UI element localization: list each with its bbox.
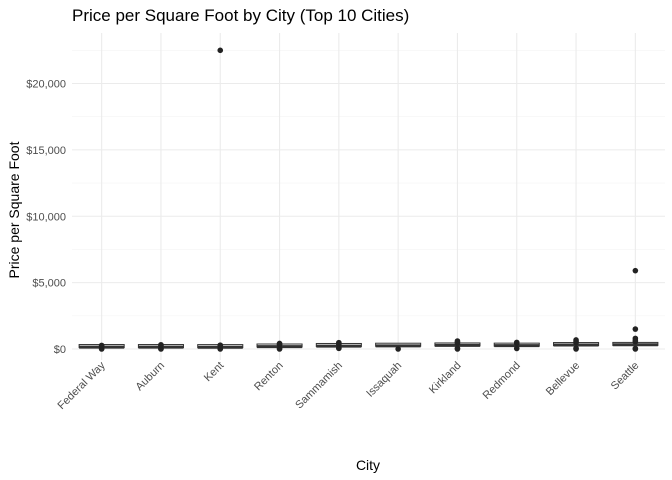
box-issaquah [375,342,422,352]
outlier-point [513,345,520,352]
y-tick-label: $10,000 [26,211,66,223]
x-tick-label: Sammamish [293,360,345,412]
box-kent [197,47,244,352]
x-tick-label: Auburn [133,360,167,394]
box-redmond [493,339,540,352]
outlier-point [513,339,520,346]
outlier-point [632,326,639,332]
box-seattle [612,267,659,352]
grid [72,33,665,360]
y-tick-label: $20,000 [26,79,66,91]
chart-title: Price per Square Foot by City (Top 10 Ci… [72,6,409,25]
box-sammamish [315,339,362,352]
x-tick-label: Bellevue [544,360,582,398]
x-tick-label: Redmond [481,360,523,402]
outlier-point [454,338,461,344]
outlier-point [217,47,224,54]
outlier-point [573,337,579,343]
x-tick-label: Seattle [609,360,642,393]
x-tick-label: Kirkland [427,360,464,397]
outlier-point [573,345,579,352]
y-tick-label: $15,000 [26,145,66,157]
x-tick-label: Federal Way [55,359,108,412]
x-tick-label: Issaquah [364,360,404,400]
outlier-point [336,339,342,346]
y-axis-title: Price per Square Foot [6,141,22,278]
y-tick-label: $5,000 [32,278,66,290]
x-axis-ticks: Federal Way Auburn Kent Renton Sammamish Issa… [55,359,641,412]
outlier-point [98,342,105,349]
outlier-point [158,341,164,348]
outlier-point [632,335,639,342]
boxes [78,47,659,352]
y-axis-ticks: $0 $5,000 $10,000 $15,000 $20,000 [26,79,66,357]
outlier-point [395,346,401,352]
x-tick-label: Renton [252,360,286,394]
box-kirkland [434,338,481,352]
outlier-point [276,340,283,347]
outlier-point [632,267,639,274]
outlier-point [632,345,639,352]
outlier-point [217,342,224,348]
box-auburn [137,341,184,352]
box-renton [256,340,303,352]
outlier-point [454,345,461,352]
y-tick-label: $0 [54,344,66,356]
box-bellevue [553,337,600,352]
box-federal-way [78,342,125,352]
x-tick-label: Kent [202,360,226,384]
x-axis-title: City [356,457,380,473]
